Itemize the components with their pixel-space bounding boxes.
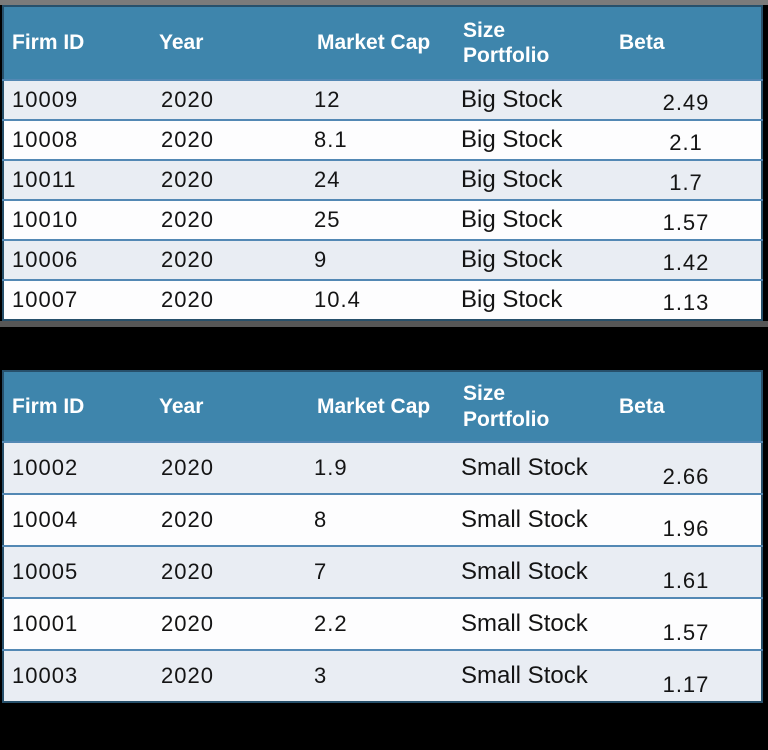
cell-size-portfolio: Small Stock <box>461 662 588 689</box>
cell-firm-id: 10006 <box>12 247 79 272</box>
cell-firm-id: 10001 <box>12 611 79 636</box>
cell-size-portfolio: Big Stock <box>461 206 563 233</box>
table-row: 10010 2020 25 Big Stock 1.57 <box>3 200 762 240</box>
cell-year: 2020 <box>161 663 214 688</box>
table-row: 10004 2020 8 Small Stock 1.96 <box>3 494 762 546</box>
cell-market-cap: 24 <box>314 167 341 192</box>
column-header-market-cap: Market Cap <box>309 6 455 80</box>
column-header-firm-id: Firm ID <box>3 371 151 442</box>
cell-firm-id: 10004 <box>12 507 79 532</box>
table-row: 10006 2020 9 Big Stock 1.42 <box>3 240 762 280</box>
table-row: 10008 2020 8.1 Big Stock 2.1 <box>3 120 762 160</box>
cell-size-portfolio: Small Stock <box>461 506 588 533</box>
cell-year: 2020 <box>161 559 214 584</box>
cell-market-cap: 3 <box>314 663 328 688</box>
cell-market-cap: 1.9 <box>314 455 348 480</box>
cell-year: 2020 <box>161 207 214 232</box>
column-header-year: Year <box>151 371 309 442</box>
cell-beta: 2.49 <box>662 90 710 115</box>
cell-beta: 1.7 <box>669 170 703 195</box>
cell-firm-id: 10009 <box>12 87 79 112</box>
cell-market-cap: 9 <box>314 247 328 272</box>
cell-beta: 2.66 <box>662 464 710 489</box>
cell-beta: 1.42 <box>662 250 710 275</box>
column-header-size-portfolio: Size Portfolio <box>455 371 611 442</box>
big-stock-table: Firm ID Year Market Cap Size Portfolio B… <box>2 5 763 321</box>
cell-year: 2020 <box>161 87 214 112</box>
cell-firm-id: 10008 <box>12 127 79 152</box>
cell-beta: 1.57 <box>662 620 710 645</box>
cell-beta: 1.13 <box>662 290 710 315</box>
column-header-year: Year <box>151 6 309 80</box>
header-row: Firm ID Year Market Cap Size Portfolio B… <box>3 371 762 442</box>
cell-firm-id: 10011 <box>12 167 77 192</box>
cell-firm-id: 10010 <box>12 207 79 232</box>
cell-beta: 2.1 <box>669 130 703 155</box>
table-row: 10005 2020 7 Small Stock 1.61 <box>3 546 762 598</box>
column-header-size-portfolio-label: Size Portfolio <box>463 382 550 431</box>
table-divider-bar <box>0 321 768 327</box>
table-row: 10002 2020 1.9 Small Stock 2.66 <box>3 442 762 494</box>
column-header-size-portfolio: Size Portfolio <box>455 6 611 80</box>
table-row: 10011 2020 24 Big Stock 1.7 <box>3 160 762 200</box>
cell-size-portfolio: Big Stock <box>461 166 563 193</box>
cell-market-cap: 8 <box>314 507 328 532</box>
cell-size-portfolio: Small Stock <box>461 610 588 637</box>
table-row: 10003 2020 3 Small Stock 1.17 <box>3 650 762 702</box>
cell-market-cap: 25 <box>314 207 341 232</box>
cell-market-cap: 2.2 <box>314 611 348 636</box>
cell-size-portfolio: Big Stock <box>461 246 563 273</box>
cell-size-portfolio: Small Stock <box>461 454 588 481</box>
cell-market-cap: 8.1 <box>314 127 348 152</box>
cell-firm-id: 10002 <box>12 455 79 480</box>
cell-firm-id: 10007 <box>12 287 79 312</box>
cell-beta: 1.96 <box>662 516 710 541</box>
cell-firm-id: 10003 <box>12 663 79 688</box>
column-header-market-cap: Market Cap <box>309 371 455 442</box>
cell-year: 2020 <box>161 611 214 636</box>
small-stock-table: Firm ID Year Market Cap Size Portfolio B… <box>2 370 763 703</box>
black-gap <box>0 327 768 370</box>
column-header-size-portfolio-label: Size Portfolio <box>463 18 550 67</box>
header-row: Firm ID Year Market Cap Size Portfolio B… <box>3 6 762 80</box>
table-row: 10009 2020 12 Big Stock 2.49 <box>3 80 762 120</box>
column-header-firm-id: Firm ID <box>3 6 151 80</box>
cell-year: 2020 <box>161 455 214 480</box>
table-row: 10007 2020 10.4 Big Stock 1.13 <box>3 280 762 320</box>
cell-size-portfolio: Big Stock <box>461 86 563 113</box>
cell-year: 2020 <box>161 127 214 152</box>
cell-size-portfolio: Big Stock <box>461 126 563 153</box>
column-header-beta: Beta <box>611 6 762 80</box>
cell-beta: 1.61 <box>662 568 710 593</box>
cell-beta: 1.17 <box>662 672 710 697</box>
table-row: 10001 2020 2.2 Small Stock 1.57 <box>3 598 762 650</box>
cell-market-cap: 7 <box>314 559 328 584</box>
cell-firm-id: 10005 <box>12 559 79 584</box>
cell-year: 2020 <box>161 247 214 272</box>
cell-year: 2020 <box>161 507 214 532</box>
cell-size-portfolio: Big Stock <box>461 286 563 313</box>
top-gray-bar <box>0 0 768 5</box>
column-header-beta: Beta <box>611 371 762 442</box>
cell-market-cap: 10.4 <box>314 287 361 312</box>
cell-year: 2020 <box>161 287 214 312</box>
cell-size-portfolio: Small Stock <box>461 558 588 585</box>
cell-year: 2020 <box>161 167 214 192</box>
cell-market-cap: 12 <box>314 87 341 112</box>
cell-beta: 1.57 <box>662 210 710 235</box>
